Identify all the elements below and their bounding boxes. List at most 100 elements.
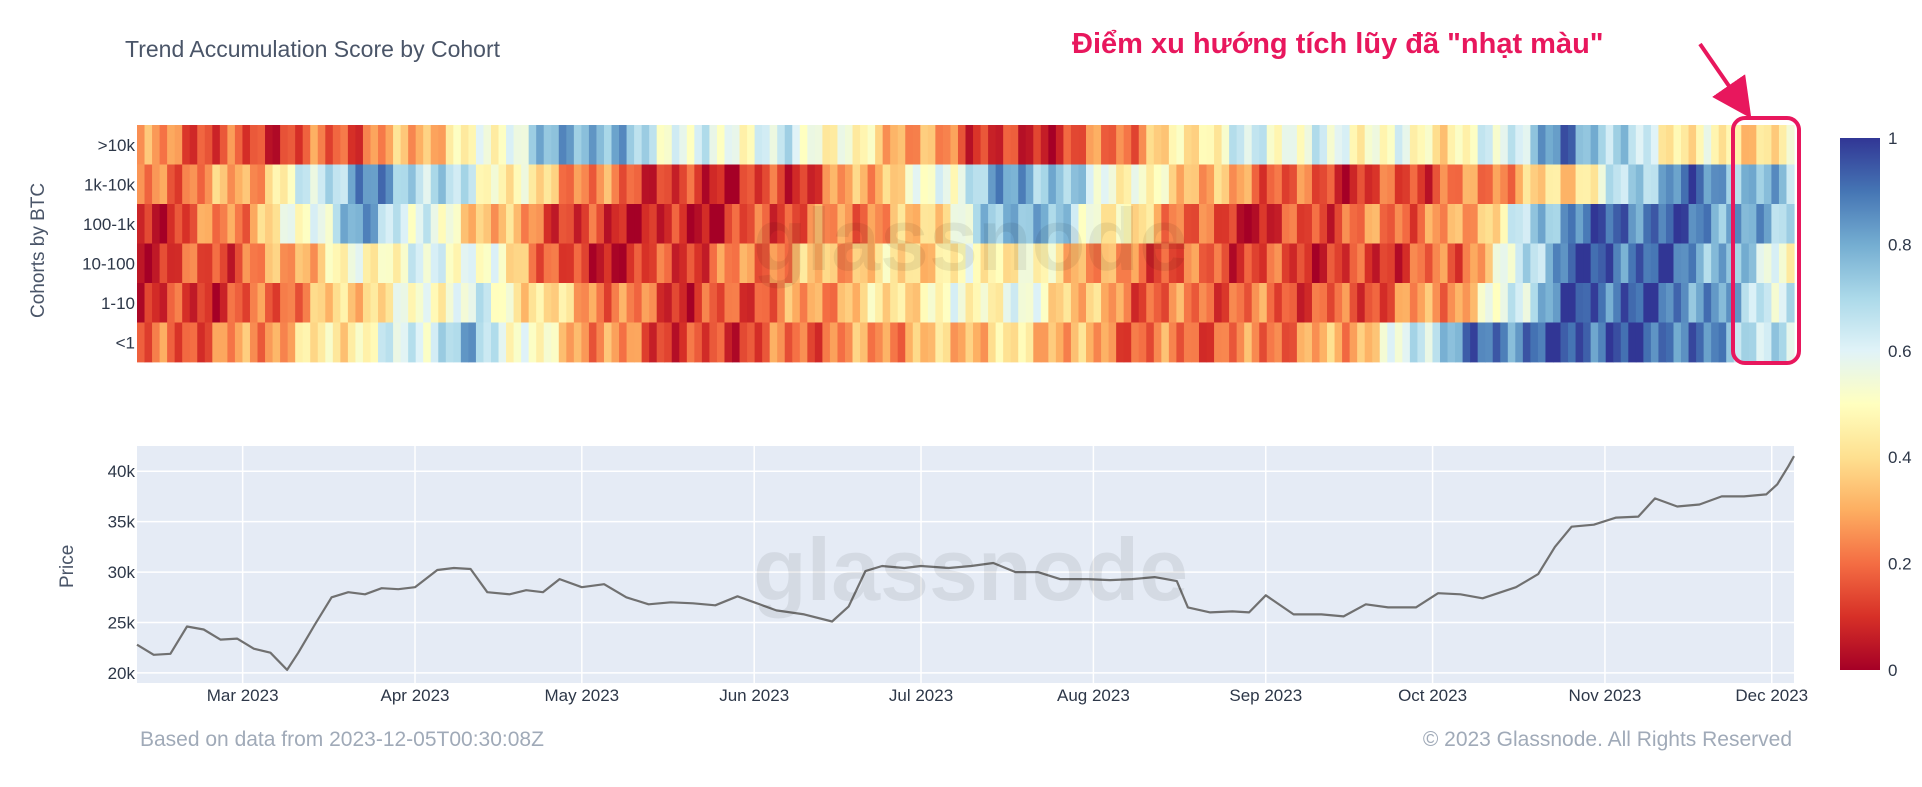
heatmap-cell (1620, 204, 1629, 244)
heatmap-cell (491, 164, 500, 205)
heatmap-cell (1191, 322, 1200, 363)
heatmap-cell (747, 164, 756, 205)
heatmap-cell (1733, 283, 1742, 323)
cohort-label: 1k-10k (84, 175, 136, 194)
heatmap-cell (1334, 243, 1343, 284)
heatmap-cell (1379, 322, 1388, 363)
heatmap-cell (513, 125, 522, 165)
heatmap-cell (1327, 204, 1336, 244)
y-tick-label: 20k (108, 664, 136, 683)
heatmap-cell (182, 243, 191, 284)
heatmap-cell (1537, 283, 1547, 323)
heatmap-cell (1108, 125, 1117, 165)
heatmap-cell (769, 283, 778, 323)
heatmap-cell (1665, 125, 1675, 165)
heatmap-cell (1244, 125, 1253, 165)
heatmap-cell (1319, 164, 1328, 205)
heatmap-cell (543, 322, 552, 363)
heatmap-cell (724, 164, 733, 205)
heatmap-cell (1048, 204, 1057, 244)
x-tick-label: Jul 2023 (889, 686, 953, 705)
heatmap-cell (1198, 243, 1208, 284)
heatmap-cell (1387, 283, 1396, 323)
heatmap-cell (1515, 164, 1524, 205)
heatmap-cell (784, 125, 793, 165)
heatmap-cell (935, 322, 944, 363)
heatmap-cell (1146, 204, 1155, 244)
heatmap-cell (649, 283, 658, 323)
heatmap-cell (1116, 164, 1125, 205)
heatmap-cell (837, 164, 846, 205)
heatmap-cell (1033, 204, 1042, 244)
y-tick-label: 35k (108, 513, 136, 532)
heatmap-cell (1741, 322, 1750, 363)
heatmap-cell (295, 283, 304, 323)
heatmap-cell (1500, 164, 1509, 205)
heatmap-cell (1552, 204, 1562, 244)
heatmap-cell (1281, 243, 1290, 284)
heatmap-cell (626, 283, 635, 323)
heatmap-cell (1093, 243, 1102, 284)
heatmap-cell (1560, 283, 1569, 323)
heatmap-cell (1259, 283, 1268, 323)
heatmap-cell (807, 125, 816, 165)
heatmap-cell (980, 164, 989, 205)
heatmap-cell (1462, 243, 1471, 284)
heatmap-cell (1530, 283, 1539, 323)
heatmap-cell (1311, 243, 1321, 284)
heatmap-cell (543, 204, 552, 244)
heatmap-cell (558, 243, 567, 284)
heatmap-cell (1635, 243, 1644, 284)
heatmap-cell (475, 125, 485, 165)
heatmap-cell (1236, 125, 1245, 165)
heatmap-cell (1236, 283, 1245, 323)
heatmap-cell (1221, 204, 1230, 244)
heatmap-cell (1296, 125, 1306, 165)
heatmap-cell (445, 204, 454, 244)
heatmap-cell (302, 204, 311, 244)
heatmap-cell (1688, 283, 1697, 323)
heatmap-cell (927, 283, 936, 323)
heatmap-cell (1153, 125, 1162, 165)
heatmap-cell (1304, 322, 1313, 363)
heatmap-cell (1552, 243, 1562, 284)
heatmap-cell (754, 164, 763, 205)
heatmap-cell (588, 243, 598, 284)
heatmap-cell (453, 322, 462, 363)
heatmap-cell (829, 283, 839, 323)
heatmap-cell (347, 283, 357, 323)
heatmap-cell (506, 243, 515, 284)
heatmap-cell (340, 322, 349, 363)
heatmap-cell (694, 125, 703, 165)
heatmap-cell (430, 204, 439, 244)
heatmap-cell (257, 164, 266, 205)
heatmap-cell (573, 283, 582, 323)
heatmap-cell (1417, 322, 1426, 363)
heatmap-cell (1274, 204, 1283, 244)
heatmap-cell (475, 283, 485, 323)
heatmap-cell (1078, 243, 1087, 284)
heatmap-cell (1409, 243, 1419, 284)
heatmap-cell (973, 164, 982, 205)
heatmap-cell (1620, 125, 1629, 165)
heatmap-cell (995, 164, 1004, 205)
heatmap-cell (1191, 125, 1200, 165)
heatmap-cell (1718, 204, 1727, 244)
heatmap-cell (897, 125, 906, 165)
heatmap-cell (1696, 125, 1705, 165)
heatmap-cell (219, 283, 228, 323)
heatmap-cell (1251, 243, 1260, 284)
heatmap-cell (1530, 204, 1539, 244)
heatmap-cell (619, 125, 628, 165)
heatmap-cell (1033, 322, 1042, 363)
heatmap-cell (1620, 283, 1629, 323)
heatmap-cell (965, 125, 974, 165)
heatmap-cell (875, 204, 884, 244)
heatmap-cell (1327, 243, 1336, 284)
heatmap-cell (822, 243, 831, 284)
heatmap-cell (1394, 243, 1403, 284)
colorbar-scale (1840, 138, 1880, 670)
heatmap-cell (844, 322, 854, 363)
heatmap-cell (1191, 204, 1200, 244)
heatmap-cell (1402, 283, 1411, 323)
